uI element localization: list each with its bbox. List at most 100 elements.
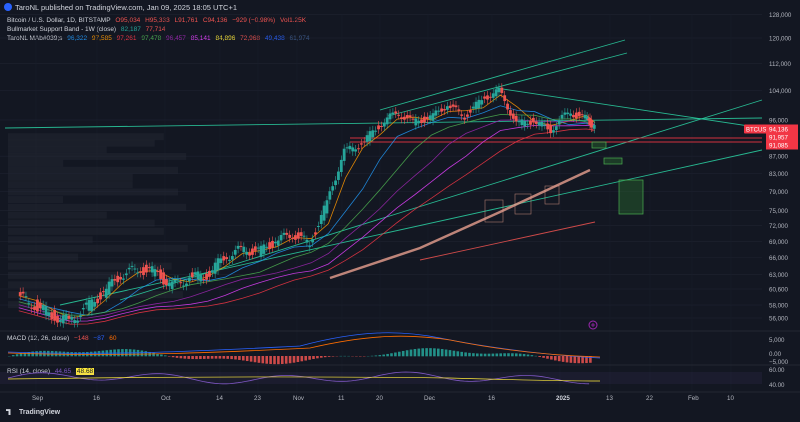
candle-body-29-1 xyxy=(503,95,507,102)
candle-body-16-0 xyxy=(276,240,280,246)
macd-hist-bar-140 xyxy=(554,356,557,361)
macd-hist-bar-99 xyxy=(394,352,397,357)
candle-body-28-1 xyxy=(486,95,489,100)
macd-hist-bar-40 xyxy=(164,355,167,357)
candle-body-32-0 xyxy=(552,130,555,133)
candle-body-12-0 xyxy=(208,270,211,277)
macd-hist-bar-128 xyxy=(507,353,510,357)
candle-body-21-3 xyxy=(371,130,375,138)
candle-body-7-5 xyxy=(136,272,140,274)
legend-rsi-label[interactable]: RSI (14, close) xyxy=(7,368,50,375)
candle-body-25-1 xyxy=(434,110,438,116)
legend-macd-label[interactable]: MACD (12, 26, close) xyxy=(7,335,70,342)
candle-body-24-1 xyxy=(417,120,421,124)
vp-bar-7 xyxy=(8,236,93,244)
time-tick-1: 16 xyxy=(93,395,100,402)
macd-hist-bar-72 xyxy=(288,356,292,364)
candle-body-31-0 xyxy=(534,121,538,124)
candle-body-31-5 xyxy=(549,125,552,134)
candle-body-8-1 xyxy=(142,267,145,276)
rsi-pane: 60.00 40.00 xyxy=(0,364,800,389)
macd-hist-bar-67 xyxy=(269,356,272,365)
candle-body-18-1 xyxy=(314,232,317,235)
macd-hist-bar-78 xyxy=(312,356,315,360)
macd-hist-bar-77 xyxy=(308,356,311,360)
vp-bar-15 xyxy=(8,173,133,181)
candle-body-10-0 xyxy=(173,279,177,283)
macd-tick-0: 5,000 xyxy=(769,337,785,344)
ma-line-4 xyxy=(18,124,596,322)
candle-body-13-1 xyxy=(228,259,231,261)
candle-body-26-2 xyxy=(454,105,458,108)
candle-body-16-5 xyxy=(291,237,294,239)
ma-line-0 xyxy=(18,94,596,319)
candle-body-33-1 xyxy=(572,114,575,118)
legend-mas-name[interactable]: TaroNL MAb#039;s xyxy=(7,35,63,42)
price-tag-bg-1 xyxy=(766,132,798,142)
candle-body-33-4 xyxy=(580,114,584,116)
price-tick-7: 79,000 xyxy=(769,189,788,196)
trendline-1 xyxy=(379,39,626,111)
price-tick-11: 66,000 xyxy=(769,255,788,262)
vp-bar-2 xyxy=(8,281,121,289)
macd-hist-bar-22 xyxy=(93,351,97,357)
candle-body-30-2 xyxy=(523,121,527,127)
candle-body-2-5 xyxy=(50,312,54,320)
candle-body-29-2 xyxy=(506,103,509,110)
candle-body-15-0 xyxy=(259,245,263,257)
vp-bar-10 xyxy=(8,211,107,219)
macd-hist-bar-50 xyxy=(203,356,206,359)
candle-body-1-2 xyxy=(24,296,28,298)
projection-boxes[interactable] xyxy=(484,141,644,223)
candle-body-10-5 xyxy=(187,277,191,282)
macd-hist-bar-76 xyxy=(304,356,307,361)
time-tick-0: Sep xyxy=(32,395,44,402)
candle-body-16-4 xyxy=(288,234,292,238)
candle-body-21-4 xyxy=(374,130,378,132)
projection-box-1 xyxy=(603,157,623,165)
macd-hist-bar-63 xyxy=(253,356,257,363)
trendlines[interactable] xyxy=(4,39,763,306)
macd-hist-bar-143 xyxy=(565,356,569,363)
macd-hist-bar-134 xyxy=(530,355,534,357)
candle-body-4-0 xyxy=(70,316,74,320)
legend-bmsb-name[interactable]: Bullmarket Support Band - 1W (close) xyxy=(7,26,117,33)
macd-hist-bar-110 xyxy=(437,348,440,357)
price-tick-15: 56,000 xyxy=(769,316,788,323)
candle-body-25-0 xyxy=(431,113,435,121)
legend-vol: Vol1.25K xyxy=(280,17,307,24)
candle-body-28-2 xyxy=(488,96,492,98)
macd-hist-bar-42 xyxy=(171,356,175,358)
candle-body-9-0 xyxy=(156,270,160,272)
tradingview-logo[interactable]: TradingView xyxy=(6,409,60,416)
macd-hist-bar-102 xyxy=(405,350,409,357)
trendline-2 xyxy=(387,52,628,117)
macd-hist-bar-65 xyxy=(261,356,265,364)
time-axis[interactable]: Sep 16 Oct 14 23 Nov 11 20 Dec 16 2025 13 22 Feb 10 xyxy=(0,391,800,402)
legend-change: −929 (−0.98%) xyxy=(232,17,276,24)
candle-body-28-0 xyxy=(483,96,487,99)
candle-body-5-5 xyxy=(101,291,105,293)
price-axis[interactable]: 128,000 120,000 112,000 104,000 96,000 87,000… xyxy=(769,12,792,323)
legend-rsi-v2: 48.68 xyxy=(75,368,95,375)
candle-body-20-2 xyxy=(351,147,355,152)
candle-body-1-3 xyxy=(27,302,31,304)
macd-hist-bar-43 xyxy=(175,356,179,358)
candle-body-22-4 xyxy=(391,112,395,115)
legend-macd-v3: 60 xyxy=(109,335,117,342)
candle-body-26-4 xyxy=(460,114,464,116)
macd-hist-bar-56 xyxy=(226,356,229,359)
macd-hist-bar-132 xyxy=(522,354,526,357)
price-tick-13: 60,600 xyxy=(769,286,788,293)
candle-body-14-4 xyxy=(253,246,257,251)
candle-body-10-4 xyxy=(185,283,188,286)
legend-symbol[interactable]: Bitcoin / U.S. Dollar, 1D, BITSTAMP xyxy=(7,17,111,24)
price-tag-value-0: 94,136 xyxy=(769,126,788,133)
candle-body-34-2 xyxy=(588,117,592,126)
price-tick-2: 112,000 xyxy=(769,61,791,68)
macd-hist-bar-104 xyxy=(413,349,417,357)
candle-body-3-3 xyxy=(61,315,65,324)
price-tag-label-bg-0 xyxy=(744,124,768,134)
publisher-avatar[interactable] xyxy=(4,3,12,11)
